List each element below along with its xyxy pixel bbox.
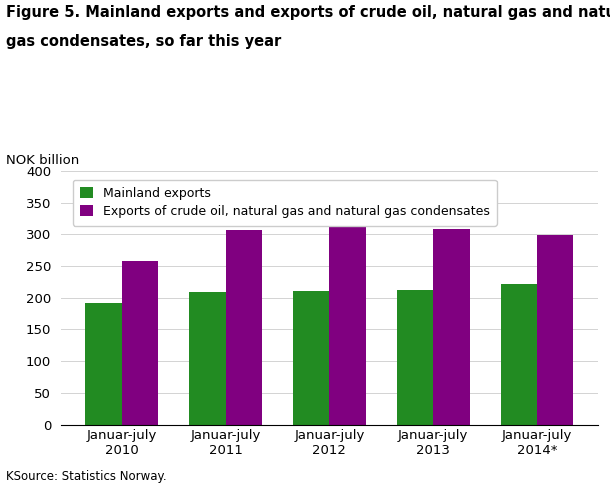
Text: gas condensates, so far this year: gas condensates, so far this year <box>6 34 281 49</box>
Legend: Mainland exports, Exports of crude oil, natural gas and natural gas condensates: Mainland exports, Exports of crude oil, … <box>73 180 497 225</box>
Bar <box>85 304 122 425</box>
Bar <box>397 290 433 425</box>
Text: KSource: Statistics Norway.: KSource: Statistics Norway. <box>6 470 167 483</box>
Bar <box>226 230 262 425</box>
Text: NOK billion: NOK billion <box>6 154 79 167</box>
Bar <box>189 292 226 425</box>
Bar <box>433 228 470 425</box>
Bar <box>122 261 158 425</box>
Bar <box>329 204 366 425</box>
Bar <box>501 285 537 425</box>
Text: Figure 5. Mainland exports and exports of crude oil, natural gas and natural: Figure 5. Mainland exports and exports o… <box>6 5 610 20</box>
Bar <box>537 235 573 425</box>
Bar <box>293 291 329 425</box>
